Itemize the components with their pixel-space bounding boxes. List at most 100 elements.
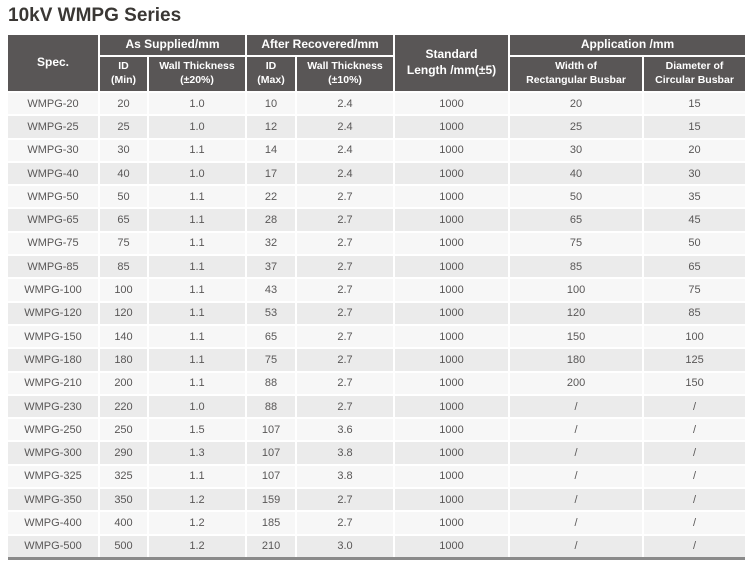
value-cell: 75 — [642, 277, 746, 301]
spec-cell: WMPG-350 — [8, 487, 98, 510]
table-row: WMPG-150 140 1.1 65 2.7 1000 150 100 — [8, 323, 746, 348]
value-cell: 22 — [245, 184, 296, 208]
value-cell: / — [508, 393, 643, 418]
table-row: WMPG-25 25 1.0 12 2.4 1000 25 15 — [8, 114, 746, 138]
value-cell: 325 — [98, 463, 147, 488]
value-cell: 1000 — [393, 230, 509, 255]
page-title: 10kV WMPG Series — [8, 5, 182, 26]
table-row: WMPG-400 400 1.2 185 2.7 1000// — [8, 510, 746, 534]
value-cell: 180 — [508, 347, 643, 371]
value-cell: / — [508, 440, 643, 464]
value-cell: 65 — [245, 323, 296, 348]
value-cell: 185 — [245, 510, 296, 534]
value-cell: 1000 — [393, 510, 509, 534]
value-cell: 1.1 — [147, 370, 246, 394]
value-cell: 65 — [508, 207, 643, 231]
value-cell: 1000 — [393, 184, 509, 208]
value-cell: 75 — [98, 230, 147, 255]
table-body: WMPG-20 20 1.0 10 2.4 1000 20 15 WMPG-25 25 1.0 12 2… — [8, 91, 746, 557]
value-cell: / — [508, 533, 643, 557]
value-cell: 1.2 — [147, 487, 246, 511]
value-cell: 200 — [508, 370, 643, 394]
spec-cell: WMPG-20 — [8, 91, 98, 114]
value-cell: 2.7 — [295, 510, 394, 534]
value-cell: 1.0 — [147, 114, 246, 138]
table-row: WMPG-100 100 1.1 43 2.7 1000 100 75 — [8, 277, 746, 301]
value-cell: 1.1 — [147, 137, 246, 161]
value-cell: / — [508, 510, 643, 534]
value-cell: / — [508, 463, 643, 488]
value-cell: 2.4 — [295, 91, 394, 115]
value-cell: 28 — [245, 207, 296, 231]
value-cell: 1000 — [393, 114, 509, 138]
value-cell: 150 — [642, 370, 746, 394]
value-cell: 65 — [98, 207, 147, 231]
col-header-after-recovered: After Recovered/mm — [245, 35, 394, 57]
value-cell: 350 — [98, 487, 147, 511]
value-cell: 290 — [98, 440, 147, 464]
value-cell: 50 — [642, 230, 746, 255]
value-cell: 2.4 — [295, 160, 394, 185]
col-header-id-max: ID (Max) — [245, 57, 296, 91]
value-cell: 107 — [245, 463, 296, 488]
value-cell: / — [642, 393, 746, 418]
value-cell: 1.1 — [147, 323, 246, 348]
value-cell: 30 — [642, 160, 746, 185]
spec-cell: WMPG-210 — [8, 370, 98, 394]
spec-cell: WMPG-120 — [8, 300, 98, 324]
value-cell: 2.7 — [295, 277, 394, 301]
table-row: WMPG-210 200 1.1 88 2.7 1000 200 150 — [8, 370, 746, 394]
table-row: WMPG-75 75 1.1 32 2.7 1000 75 50 — [8, 230, 746, 255]
col-header-width-rectangular: Width of Rectangular Busbar — [508, 57, 643, 91]
value-cell: 1.1 — [147, 300, 246, 324]
page: 10kV WMPG Series Spec. As Supplied/mm Af… — [8, 5, 756, 560]
value-cell: 75 — [245, 347, 296, 371]
value-cell: 220 — [98, 393, 147, 418]
col-header-spec: Spec. — [8, 35, 98, 91]
value-cell: 53 — [245, 300, 296, 324]
value-cell: 25 — [508, 114, 643, 138]
value-cell: 1000 — [393, 137, 509, 161]
value-cell: 2.4 — [295, 137, 394, 161]
value-cell: 3.0 — [295, 533, 394, 557]
value-cell: 32 — [245, 230, 296, 255]
spec-table: Spec. As Supplied/mm After Recovered/mm … — [8, 35, 746, 560]
table-header: Spec. As Supplied/mm After Recovered/mm … — [8, 35, 746, 91]
value-cell: 65 — [642, 254, 746, 278]
value-cell: 120 — [98, 300, 147, 324]
value-cell: 1.2 — [147, 510, 246, 534]
value-cell: / — [642, 510, 746, 534]
value-cell: 125 — [642, 347, 746, 371]
value-cell: 1.1 — [147, 463, 246, 488]
spec-cell: WMPG-230 — [8, 393, 98, 417]
value-cell: 1.1 — [147, 277, 246, 301]
value-cell: 1.1 — [147, 347, 246, 371]
col-header-as-supplied: As Supplied/mm — [98, 35, 246, 57]
value-cell: 2.7 — [295, 370, 394, 394]
spec-cell: WMPG-300 — [8, 440, 98, 463]
col-header-id-min: ID (Min) — [98, 57, 147, 91]
value-cell: 88 — [245, 393, 296, 418]
value-cell: 50 — [508, 184, 643, 208]
value-cell: 2.7 — [295, 300, 394, 324]
spec-cell: WMPG-100 — [8, 277, 98, 300]
value-cell: / — [642, 533, 746, 557]
value-cell: 2.7 — [295, 393, 394, 418]
value-cell: 1000 — [393, 440, 509, 464]
table-row: WMPG-250 250 1.5 107 3.6 1000// — [8, 417, 746, 441]
value-cell: 107 — [245, 417, 296, 441]
value-cell: 1000 — [393, 533, 509, 557]
table-row: WMPG-180 180 1.1 75 2.7 1000 180 125 — [8, 347, 746, 371]
value-cell: 3.8 — [295, 440, 394, 464]
value-cell: 1.1 — [147, 230, 246, 255]
value-cell: 1000 — [393, 370, 509, 394]
spec-cell: WMPG-180 — [8, 347, 98, 370]
table-row: WMPG-500 500 1.2 210 3.0 1000// — [8, 533, 746, 557]
value-cell: 20 — [642, 137, 746, 161]
value-cell: / — [642, 487, 746, 511]
value-cell: 30 — [98, 137, 147, 161]
value-cell: / — [508, 487, 643, 511]
table-row: WMPG-120 120 1.1 53 2.7 1000 120 85 — [8, 300, 746, 324]
value-cell: 25 — [98, 114, 147, 138]
value-cell: 2.4 — [295, 114, 394, 138]
